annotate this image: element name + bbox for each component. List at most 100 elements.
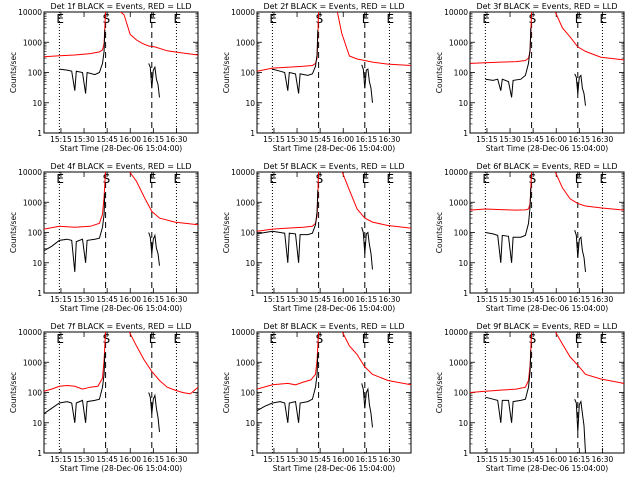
x-tick-label: 16:30 [379,455,401,464]
lld-series-line [44,332,198,395]
marker-label: E [599,12,607,26]
y-tick-label: 100 [454,69,469,78]
x-tick-label: 16:15 [356,455,378,464]
x-tick-label: 15:15 [476,455,498,464]
x-tick-label: 16:00 [119,295,141,304]
y-axis-label: Counts/sec [9,212,18,253]
marker-label: E [269,332,277,346]
marker-label: S [316,332,324,346]
x-tick-label: 16:30 [379,295,401,304]
y-tick-label: 1000 [449,358,468,367]
x-axis-label: Start Time (28-Dec-06 15:04:00) [486,464,608,473]
y-axis-label: Counts/sec [9,52,18,93]
marker-label: E [362,172,370,186]
y-tick-label: 10 [458,99,468,108]
x-tick-label: 16:15 [143,455,165,464]
panel-3: Det 3f BLACK = Events, RED = LLD 1 10 100 10… [435,2,625,153]
events-series-line-late [361,383,373,428]
y-tick-label: 10 [32,99,42,108]
events-series-line-late [574,73,586,106]
lld-series-line [44,12,198,58]
x-tick-label: 16:30 [592,295,614,304]
marker-label: E [482,172,490,186]
y-tick-label: 10 [458,419,468,428]
x-tick-label: 16:30 [592,135,614,144]
plot-frame [256,331,412,454]
x-axis-label: Start Time (28-Dec-06 15:04:00) [486,304,608,313]
y-axis-label: Counts/sec [435,372,444,413]
events-series-line [257,190,319,263]
x-tick-label: 15:45 [522,295,544,304]
x-tick-label: 16:15 [569,455,591,464]
x-tick-label: 16:30 [166,455,188,464]
y-tick-label: 10 [245,99,255,108]
x-tick-label: 16:30 [592,455,614,464]
marker-label: E [575,332,583,346]
x-tick-label: 15:45 [309,135,331,144]
panel-4: Det 4f BLACK = Events, RED = LLD 1 10 100 10… [9,162,199,313]
y-tick-label: 1000 [236,198,255,207]
x-tick-label: 15:45 [522,455,544,464]
marker-label: E [599,172,607,186]
y-tick-label: 10 [245,259,255,268]
panel-title: Det 6f BLACK = Events, RED = LLD [476,162,617,171]
marker-label: S [103,12,111,26]
marker-label: E [56,12,64,26]
lld-series-line [257,332,411,390]
events-series-line-late [148,392,160,432]
y-tick-label: 10 [32,259,42,268]
y-tick-label: 10000 [18,328,42,337]
y-tick-label: 1 [463,129,468,138]
events-series-line [59,29,106,94]
y-tick-label: 1 [463,449,468,458]
events-series-line [485,350,532,423]
events-series-line [485,27,532,98]
lld-series-line [257,12,411,72]
y-tick-label: 1 [463,289,468,298]
y-tick-label: 10000 [444,328,468,337]
panel-title: Det 4f BLACK = Events, RED = LLD [50,162,191,171]
events-series-line-late [148,63,160,98]
y-tick-label: 1 [250,289,255,298]
x-tick-label: 16:15 [569,135,591,144]
y-tick-label: 1000 [23,38,42,47]
events-series-line-late [361,227,373,270]
marker-label: E [149,12,157,26]
events-series-line-late [148,232,160,266]
x-axis-label: Start Time (28-Dec-06 15:04:00) [60,304,182,313]
y-tick-label: 1000 [236,38,255,47]
panel-8: Det 8f BLACK = Events, RED = LLD 1 10 100 10… [222,322,412,473]
x-tick-label: 15:45 [309,455,331,464]
panel-title: Det 7f BLACK = Events, RED = LLD [50,322,191,331]
x-axis-label: Start Time (28-Dec-06 15:04:00) [60,464,182,473]
y-axis-label: Counts/sec [9,372,18,413]
x-tick-label: 16:00 [545,455,567,464]
x-tick-label: 15:30 [499,455,521,464]
y-tick-label: 100 [28,229,43,238]
panel-title: Det 3f BLACK = Events, RED = LLD [476,2,617,11]
x-tick-label: 15:30 [286,455,308,464]
x-tick-label: 16:00 [545,135,567,144]
y-tick-label: 1000 [449,38,468,47]
lld-series-line [470,172,624,211]
panel-9: Det 9f BLACK = Events, RED = LLD 1 10 100 10… [435,322,625,473]
marker-label: S [529,172,537,186]
y-tick-label: 1 [37,289,42,298]
marker-label: E [269,12,277,26]
y-tick-label: 100 [28,69,43,78]
y-tick-label: 10000 [231,8,255,17]
x-tick-label: 15:30 [73,135,95,144]
marker-label: E [56,172,64,186]
x-tick-label: 15:15 [263,455,285,464]
plot-frame [469,331,625,454]
x-tick-label: 15:45 [309,295,331,304]
y-tick-label: 100 [241,69,256,78]
events-series-line [272,30,319,94]
marker-label: E [575,12,583,26]
marker-label: E [149,332,157,346]
marker-label: E [149,172,157,186]
y-tick-label: 10000 [444,8,468,17]
marker-label: S [529,12,537,26]
y-tick-label: 100 [241,389,256,398]
